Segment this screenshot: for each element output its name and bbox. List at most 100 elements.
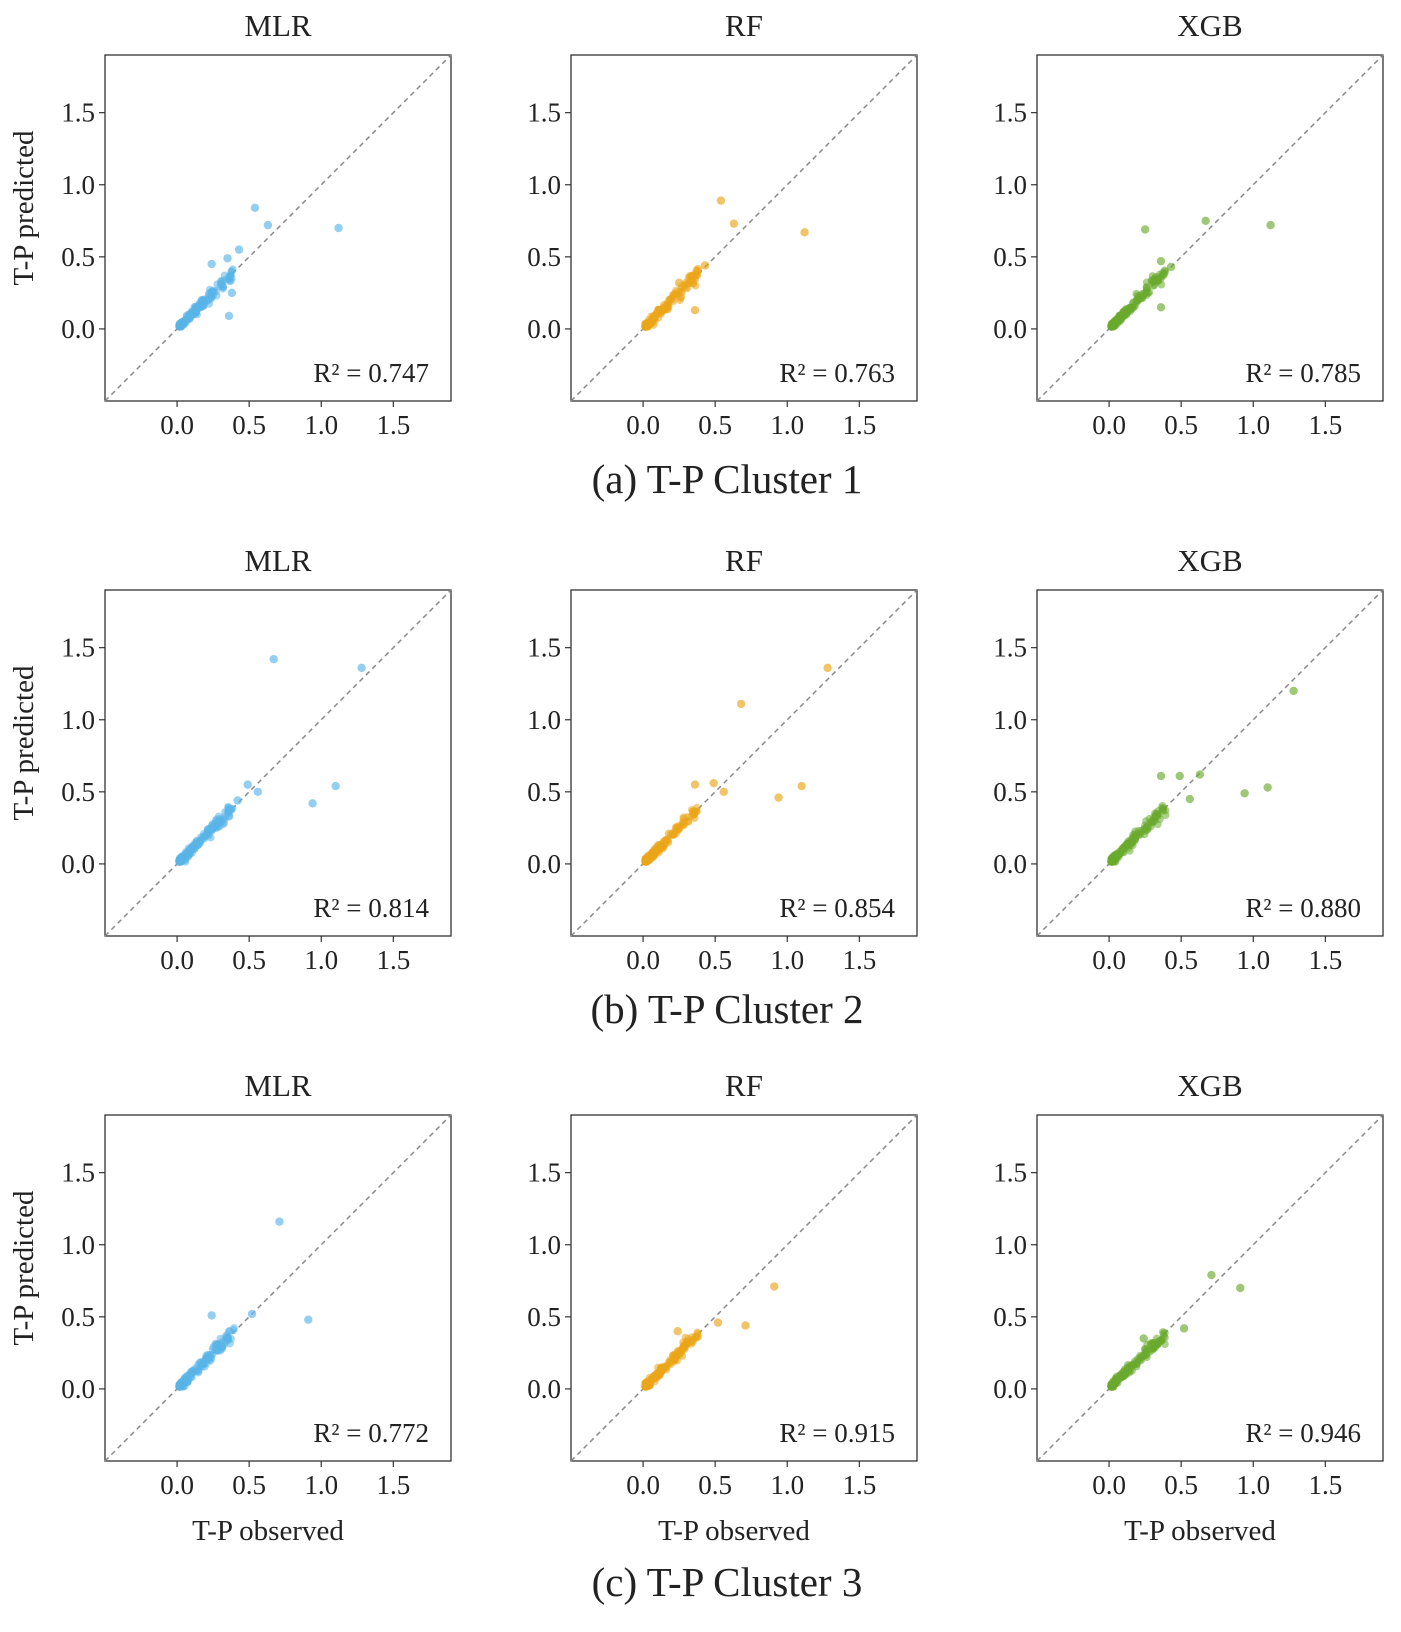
data-point	[690, 305, 700, 315]
r2-label: R² = 0.772	[313, 1418, 429, 1448]
data-point	[1107, 321, 1116, 330]
y-tick-label: 1.5	[61, 98, 95, 128]
x-tick-label: 0.0	[626, 945, 660, 975]
data-point	[642, 856, 651, 865]
plot-frame	[1036, 589, 1384, 937]
r2-label: R² = 0.854	[779, 893, 895, 923]
reference-line	[570, 1114, 918, 1462]
data-point	[222, 275, 231, 284]
data-points	[175, 203, 343, 331]
data-point	[185, 850, 194, 859]
x-tick-label: 0.0	[626, 1470, 660, 1500]
data-points	[1107, 1270, 1245, 1391]
data-point	[691, 281, 700, 290]
r2-label: R² = 0.915	[779, 1418, 895, 1448]
x-tick-label: 0.5	[232, 410, 266, 440]
data-point	[1138, 290, 1147, 298]
data-point	[1127, 305, 1136, 314]
data-point	[1130, 832, 1139, 841]
panel-title: XGB	[1177, 1068, 1242, 1103]
data-point	[176, 1382, 185, 1391]
panel-xgb-row-3: XGB 0.0 0.0 0.5 0.5 1.0 1.0 1.5 1.5 R² = 0.946 T-P…	[993, 1068, 1384, 1547]
x-tick-label: 0.5	[1164, 945, 1198, 975]
y-tick-label: 1.0	[527, 1230, 561, 1260]
data-point	[1166, 262, 1176, 272]
data-point	[184, 1371, 192, 1380]
data-point	[188, 309, 197, 318]
x-tick-label: 1.0	[1236, 410, 1270, 440]
data-point	[1137, 827, 1145, 836]
data-point	[685, 279, 693, 288]
x-tick-label: 0.5	[698, 1470, 732, 1500]
plot-frame	[1036, 54, 1384, 402]
y-tick-label: 0.0	[527, 849, 561, 879]
data-point	[206, 833, 215, 842]
data-point	[641, 322, 650, 331]
reference-line	[570, 54, 918, 402]
data-point	[690, 780, 700, 789]
y-tick-label: 1.0	[527, 170, 561, 200]
panel-rf-row-3: RF 0.0 0.0 0.5 0.5 1.0 1.0 1.5 1.5 R² = 0.915 T-P …	[527, 1068, 918, 1547]
y-tick-label: 0.5	[993, 1302, 1027, 1332]
y-tick-label: 0.0	[993, 849, 1027, 879]
x-tick-label: 0.0	[626, 410, 660, 440]
y-tick-label: 1.5	[527, 1158, 561, 1188]
y-tick-label: 1.5	[61, 1158, 95, 1188]
data-point	[223, 254, 232, 263]
data-point	[275, 1217, 284, 1226]
y-tick-label: 1.0	[527, 705, 561, 735]
data-point	[673, 1327, 682, 1336]
data-point	[690, 809, 699, 818]
x-tick-label: 0.0	[1092, 1470, 1126, 1500]
panel-title: MLR	[244, 8, 312, 43]
data-point	[1113, 850, 1122, 858]
y-tick-label: 0.5	[527, 1302, 561, 1332]
data-point	[269, 655, 278, 664]
data-point	[647, 317, 656, 326]
x-tick-label: 1.0	[770, 945, 804, 975]
y-tick-label: 0.5	[61, 1302, 95, 1332]
data-point	[716, 196, 726, 205]
y-tick-label: 0.5	[61, 777, 95, 807]
y-tick-label: 0.0	[527, 314, 561, 344]
data-point	[671, 826, 680, 835]
plot-frame	[1036, 1114, 1384, 1462]
data-point	[657, 1365, 666, 1373]
data-points	[1107, 216, 1275, 331]
data-point	[196, 303, 205, 312]
data-point	[1289, 686, 1298, 696]
data-point	[234, 245, 244, 254]
data-point	[700, 261, 710, 270]
data-point	[741, 1321, 750, 1330]
data-point	[1266, 220, 1275, 230]
panel-xgb-row-2: XGB 0.0 0.0 0.5 0.5 1.0 1.0 1.5 1.5 R² = 0.880	[993, 543, 1384, 975]
data-point	[1140, 225, 1150, 234]
y-axis-title: T-P predicted	[8, 130, 40, 285]
data-point	[1142, 817, 1150, 826]
x-axis-title: T-P observed	[1124, 1515, 1276, 1547]
reference-line	[104, 589, 452, 937]
y-tick-label: 1.0	[993, 705, 1027, 735]
r2-label: R² = 0.763	[779, 358, 895, 388]
data-point	[1236, 1283, 1245, 1293]
data-point	[1136, 1355, 1146, 1365]
reference-line	[104, 54, 452, 402]
x-tick-label: 0.0	[1092, 410, 1126, 440]
y-tick-label: 1.0	[993, 170, 1027, 200]
x-tick-label: 0.0	[160, 945, 194, 975]
x-tick-label: 0.5	[232, 945, 266, 975]
x-axis-title: T-P observed	[658, 1515, 810, 1547]
data-point	[1195, 770, 1205, 779]
panel-rf-row-1: RF 0.0 0.0 0.5 0.5 1.0 1.0 1.5 1.5 R² = 0.763	[527, 8, 918, 440]
data-point	[670, 1355, 679, 1365]
data-point	[719, 787, 729, 797]
data-point	[357, 663, 366, 673]
data-point	[243, 780, 252, 789]
row-caption: (c) T-P Cluster 3	[592, 1559, 863, 1605]
data-point	[664, 836, 672, 845]
plot-frame	[570, 1114, 918, 1462]
data-point	[175, 857, 184, 866]
data-point	[213, 1345, 222, 1355]
x-tick-label: 1.5	[376, 945, 410, 975]
